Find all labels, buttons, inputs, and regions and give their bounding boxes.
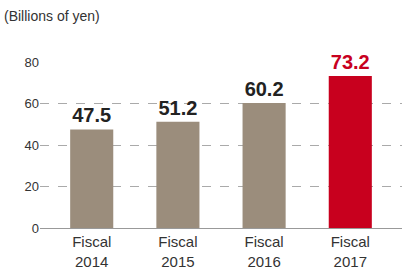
svg-text:(Billions of yen): (Billions of yen) [4,8,100,24]
svg-text:60.2: 60.2 [245,78,284,100]
svg-text:Fiscal2015: Fiscal2015 [158,233,197,270]
svg-text:80: 80 [25,55,39,70]
svg-text:73.2: 73.2 [331,51,370,73]
svg-text:40: 40 [25,138,39,153]
svg-text:60: 60 [25,96,39,111]
svg-text:47.5: 47.5 [72,104,111,126]
svg-text:51.2: 51.2 [158,97,197,119]
svg-text:0: 0 [32,221,39,236]
svg-text:Fiscal2017: Fiscal2017 [331,233,370,270]
svg-text:Fiscal2016: Fiscal2016 [245,233,284,270]
svg-text:20: 20 [25,179,39,194]
svg-text:Fiscal2014: Fiscal2014 [72,233,111,270]
